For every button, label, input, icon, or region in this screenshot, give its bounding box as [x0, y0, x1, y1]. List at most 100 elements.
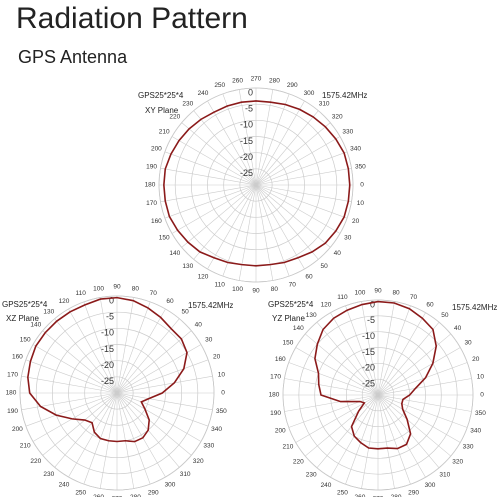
- angle-tick-label: 300: [425, 482, 436, 489]
- angle-tick-label: 40: [195, 322, 203, 329]
- angle-tick-label: 270: [112, 496, 123, 497]
- angle-tick-label: 120: [321, 302, 332, 309]
- angle-tick-label: 80: [271, 286, 279, 293]
- angle-tick-label: 210: [159, 129, 170, 136]
- radial-tick-label: -20: [101, 360, 114, 370]
- antenna-label: GPS25*25*4: [2, 300, 48, 309]
- angle-tick-label: 20: [213, 353, 221, 360]
- radial-grid-circle: [207, 136, 305, 234]
- angle-tick-label: 210: [20, 443, 31, 450]
- angle-tick-label: 110: [337, 294, 348, 301]
- frequency-label: 1575.42MHz: [452, 303, 497, 312]
- radial-grid-circle: [282, 299, 474, 491]
- angle-tick-label: 340: [211, 426, 222, 433]
- angle-tick-label: 150: [159, 235, 170, 242]
- angle-tick-label: 70: [410, 294, 418, 301]
- angle-tick-label: 250: [214, 82, 225, 89]
- page-subtitle: GPS Antenna: [18, 47, 128, 67]
- angle-tick-label: 240: [321, 482, 332, 489]
- angle-tick-label: 340: [350, 145, 361, 152]
- angle-tick-label: 250: [75, 489, 86, 496]
- angle-tick-label: 230: [182, 101, 193, 108]
- angle-tick-label: 100: [93, 285, 104, 292]
- angle-tick-label: 20: [352, 218, 360, 225]
- angle-tick-label: 300: [165, 482, 176, 489]
- angle-tick-label: 350: [216, 408, 227, 415]
- radial-grid-circle: [84, 360, 150, 426]
- angle-tick-label: 290: [408, 489, 419, 496]
- angle-tick-label: 0: [221, 390, 225, 397]
- radial-tick-label: -10: [240, 120, 253, 130]
- angle-tick-label: 310: [319, 101, 330, 108]
- page-title: Radiation Pattern: [16, 2, 248, 35]
- angle-tick-label: 160: [275, 356, 286, 363]
- angle-tick-label: 280: [130, 494, 141, 497]
- frequency-label: 1575.42MHz: [322, 91, 367, 100]
- angle-tick-label: 200: [275, 427, 286, 434]
- angle-tick-label: 350: [475, 410, 486, 417]
- angle-tick-label: 170: [146, 200, 157, 207]
- angle-tick-label: 260: [355, 494, 366, 497]
- angle-tick-label: 340: [470, 427, 481, 434]
- angle-tick-label: 230: [43, 471, 54, 478]
- angle-tick-label: 120: [198, 274, 209, 281]
- radial-tick-label: -25: [362, 379, 375, 389]
- angle-tick-label: 70: [150, 290, 158, 297]
- angle-tick-label: 0: [480, 392, 484, 399]
- angle-tick-label: 180: [145, 182, 156, 189]
- angle-tick-label: 90: [374, 288, 382, 295]
- radial-tick-label: -15: [101, 344, 114, 354]
- angle-tick-label: 310: [180, 471, 191, 478]
- radial-grid-circle: [51, 327, 183, 459]
- angle-tick-label: 150: [20, 337, 31, 344]
- radial-tick-label: -5: [245, 104, 253, 114]
- angle-tick-label: 190: [7, 408, 18, 415]
- angle-tick-label: 170: [270, 374, 281, 381]
- angle-tick-label: 280: [269, 77, 280, 84]
- radial-grid-circle: [239, 168, 273, 202]
- angle-tick-label: 320: [332, 114, 343, 121]
- angle-tick-label: 140: [30, 322, 41, 329]
- radial-tick-label: -10: [362, 331, 375, 341]
- radial-tick-label: -15: [362, 347, 375, 357]
- antenna-label: GPS25*25*4: [138, 91, 184, 100]
- angle-tick-label: 240: [59, 482, 70, 489]
- angle-tick-label: 270: [251, 76, 262, 83]
- angle-tick-label: 120: [59, 298, 70, 305]
- angle-tick-label: 90: [252, 288, 260, 295]
- radial-grid-circle: [190, 119, 322, 251]
- angle-tick-label: 180: [6, 390, 17, 397]
- radial-tick-label: -25: [240, 168, 253, 178]
- radial-grid-circle: [314, 331, 442, 459]
- angle-tick-label: 90: [113, 284, 121, 291]
- angle-tick-label: 220: [30, 458, 41, 465]
- radial-grid-circle: [223, 152, 289, 218]
- angle-tick-label: 350: [355, 163, 366, 170]
- angle-tick-label: 50: [441, 312, 449, 319]
- radial-tick-label: -10: [101, 328, 114, 338]
- angle-tick-label: 50: [182, 309, 190, 316]
- angle-tick-label: 130: [306, 312, 317, 319]
- angle-tick-label: 260: [232, 77, 243, 84]
- angle-tick-label: 330: [342, 129, 353, 136]
- angle-tick-label: 180: [269, 392, 280, 399]
- angle-tick-label: 210: [283, 444, 294, 451]
- angle-tick-label: 40: [454, 325, 462, 332]
- angle-tick-label: 190: [270, 410, 281, 417]
- angle-tick-label: 160: [12, 353, 23, 360]
- radial-tick-label: -15: [240, 136, 253, 146]
- angle-tick-label: 250: [337, 489, 348, 496]
- angle-tick-label: 80: [132, 285, 140, 292]
- radial-tick-label: -20: [362, 363, 375, 373]
- radial-tick-label: -20: [240, 152, 253, 162]
- angle-tick-label: 10: [218, 371, 226, 378]
- angle-tick-label: 150: [283, 340, 294, 347]
- angle-tick-label: 310: [439, 471, 450, 478]
- radial-grid-circle: [100, 376, 134, 410]
- angle-tick-label: 230: [306, 471, 317, 478]
- angle-tick-label: 290: [148, 489, 159, 496]
- angle-tick-label: 40: [334, 250, 342, 257]
- angle-tick-label: 200: [12, 426, 23, 433]
